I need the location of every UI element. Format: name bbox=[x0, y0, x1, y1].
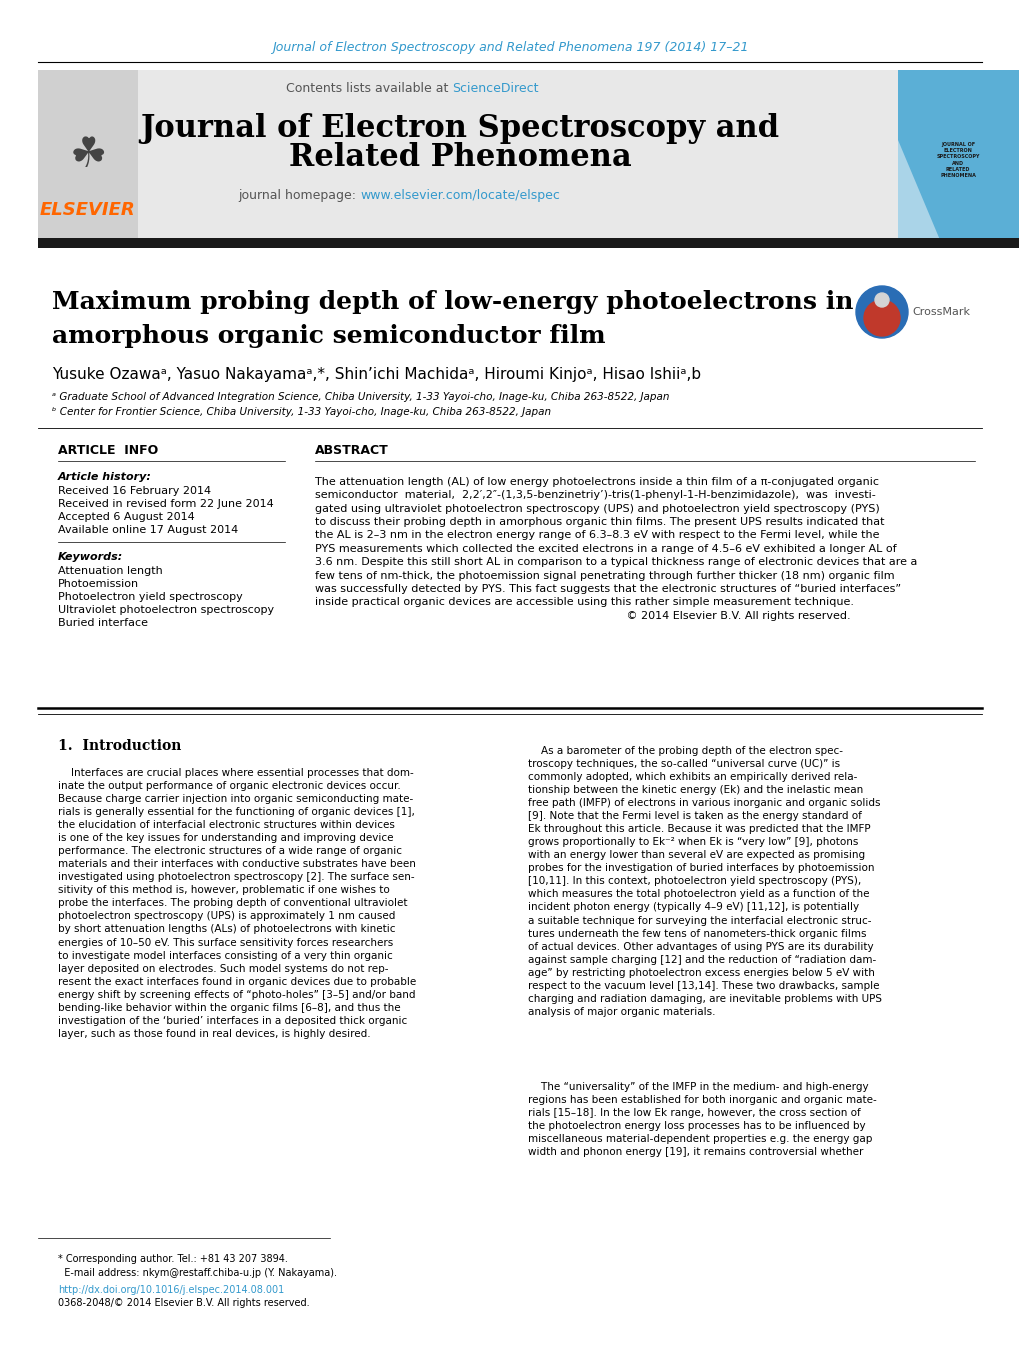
Bar bbox=[38, 70, 138, 240]
Text: Contents lists available at: Contents lists available at bbox=[285, 81, 451, 95]
Text: Photoelectron yield spectroscopy: Photoelectron yield spectroscopy bbox=[58, 592, 243, 603]
Text: As a barometer of the probing depth of the electron spec-
troscopy techniques, t: As a barometer of the probing depth of t… bbox=[528, 746, 881, 1017]
Text: Article history:: Article history: bbox=[58, 471, 152, 482]
Text: 0368-2048/© 2014 Elsevier B.V. All rights reserved.: 0368-2048/© 2014 Elsevier B.V. All right… bbox=[58, 1298, 310, 1308]
Text: The “universality” of the IMFP in the medium- and high-energy
regions has been e: The “universality” of the IMFP in the me… bbox=[528, 1082, 876, 1158]
Text: ☘: ☘ bbox=[69, 134, 107, 176]
Bar bbox=[897, 70, 1019, 240]
Text: amorphous organic semiconductor film: amorphous organic semiconductor film bbox=[52, 324, 605, 349]
Bar bbox=[38, 70, 897, 240]
Text: ABSTRACT: ABSTRACT bbox=[315, 443, 388, 457]
Text: ᵃ Graduate School of Advanced Integration Science, Chiba University, 1-33 Yayoi-: ᵃ Graduate School of Advanced Integratio… bbox=[52, 392, 668, 403]
Text: Received 16 February 2014: Received 16 February 2014 bbox=[58, 486, 211, 496]
Text: Available online 17 August 2014: Available online 17 August 2014 bbox=[58, 526, 238, 535]
Text: Keywords:: Keywords: bbox=[58, 553, 123, 562]
Text: ARTICLE  INFO: ARTICLE INFO bbox=[58, 443, 158, 457]
Text: 1.  Introduction: 1. Introduction bbox=[58, 739, 181, 753]
Polygon shape bbox=[897, 141, 940, 240]
Text: Maximum probing depth of low-energy photoelectrons in an: Maximum probing depth of low-energy phot… bbox=[52, 290, 896, 313]
Text: The attenuation length (AL) of low energy photoelectrons inside a thin film of a: The attenuation length (AL) of low energ… bbox=[315, 477, 916, 620]
Text: journal homepage:: journal homepage: bbox=[237, 189, 360, 203]
Text: ELSEVIER: ELSEVIER bbox=[40, 201, 136, 219]
Text: www.elsevier.com/locate/elspec: www.elsevier.com/locate/elspec bbox=[360, 189, 559, 203]
Text: Related Phenomena: Related Phenomena bbox=[288, 142, 631, 173]
Text: * Corresponding author. Tel.: +81 43 207 3894.
  E-mail address: nkym@restaff.ch: * Corresponding author. Tel.: +81 43 207… bbox=[58, 1254, 336, 1278]
Text: Journal of Electron Spectroscopy and: Journal of Electron Spectroscopy and bbox=[141, 112, 779, 143]
Text: ᵇ Center for Frontier Science, Chiba University, 1-33 Yayoi-cho, Inage-ku, Chiba: ᵇ Center for Frontier Science, Chiba Uni… bbox=[52, 407, 550, 417]
Bar bbox=[38, 238, 1019, 249]
Text: CrossMark: CrossMark bbox=[911, 307, 969, 317]
Text: Ultraviolet photoelectron spectroscopy: Ultraviolet photoelectron spectroscopy bbox=[58, 605, 274, 615]
Text: Journal of Electron Spectroscopy and Related Phenomena 197 (2014) 17–21: Journal of Electron Spectroscopy and Rel… bbox=[271, 42, 748, 54]
Text: Accepted 6 August 2014: Accepted 6 August 2014 bbox=[58, 512, 195, 521]
Text: Yusuke Ozawaᵃ, Yasuo Nakayamaᵃ,*, Shin’ichi Machidaᵃ, Hiroumi Kinjoᵃ, Hisao Ishi: Yusuke Ozawaᵃ, Yasuo Nakayamaᵃ,*, Shin’i… bbox=[52, 366, 700, 381]
Circle shape bbox=[863, 300, 899, 336]
Text: Buried interface: Buried interface bbox=[58, 617, 148, 628]
Text: Attenuation length: Attenuation length bbox=[58, 566, 163, 576]
Text: Photoemission: Photoemission bbox=[58, 580, 139, 589]
Circle shape bbox=[855, 286, 907, 338]
Circle shape bbox=[874, 293, 889, 307]
Text: http://dx.doi.org/10.1016/j.elspec.2014.08.001: http://dx.doi.org/10.1016/j.elspec.2014.… bbox=[58, 1285, 284, 1296]
Text: JOURNAL OF
ELECTRON
SPECTROSCOPY
AND
RELATED
PHENOMENA: JOURNAL OF ELECTRON SPECTROSCOPY AND REL… bbox=[935, 142, 979, 178]
Text: ScienceDirect: ScienceDirect bbox=[451, 81, 538, 95]
Text: Received in revised form 22 June 2014: Received in revised form 22 June 2014 bbox=[58, 499, 273, 509]
Text: Interfaces are crucial places where essential processes that dom-
inate the outp: Interfaces are crucial places where esse… bbox=[58, 767, 416, 1039]
